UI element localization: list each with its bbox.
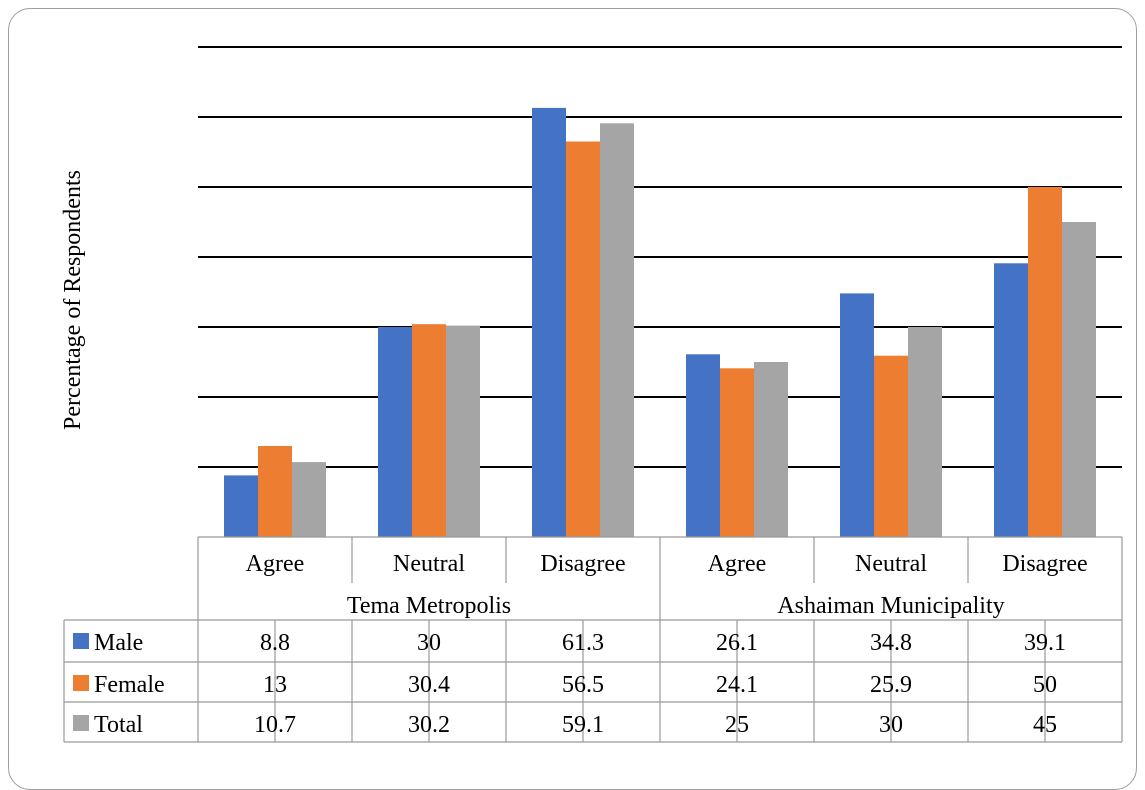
group-label: Tema Metropolis (347, 593, 511, 619)
category-label: Agree (246, 551, 305, 577)
legend-swatch-male (73, 633, 89, 649)
bar-female (720, 368, 754, 537)
table-value: 59.1 (562, 712, 604, 738)
category-label: Neutral (855, 551, 927, 577)
bar-male (378, 327, 412, 537)
bar-total (600, 123, 634, 538)
category-label: Disagree (540, 551, 625, 577)
group-label: Ashaiman Municipality (777, 593, 1004, 619)
bar-female (258, 446, 292, 537)
bars (224, 107, 1096, 538)
grouped-bar-chart: Percentage of Respondents Agree Neutral Di… (60, 46, 1123, 743)
data-table: Agree Neutral Disagree Agree Neutral Disagree… (63, 536, 1123, 743)
table-value: 30.4 (408, 672, 450, 698)
table-value: 34.8 (870, 630, 912, 656)
legend-label: Male (94, 630, 143, 656)
bar-male (686, 354, 720, 537)
table-value: 50 (1033, 672, 1057, 698)
bar-female (566, 141, 600, 537)
table-value: 39.1 (1024, 630, 1066, 656)
legend-swatch-total (73, 715, 89, 731)
table-value: 25 (725, 712, 749, 738)
bar-female (874, 355, 908, 537)
bar-female (1028, 187, 1062, 537)
bar-total (292, 462, 326, 537)
legend-label: Total (94, 712, 143, 738)
legend-label: Female (94, 672, 165, 698)
bar-male (224, 475, 258, 537)
y-axis-label: Percentage of Respondents (60, 170, 86, 430)
bar-total (446, 325, 480, 537)
table-value: 25.9 (870, 672, 912, 698)
gridlines (198, 46, 1122, 468)
table-value: 56.5 (562, 672, 604, 698)
bar-female (412, 324, 446, 537)
table-value: 10.7 (254, 712, 296, 738)
bar-male (532, 107, 566, 538)
category-label: Agree (708, 551, 767, 577)
table-value: 13 (263, 672, 287, 698)
category-label: Disagree (1002, 551, 1087, 577)
table-value: 26.1 (716, 630, 758, 656)
table-value: 8.8 (260, 630, 290, 656)
table-value: 30 (879, 712, 903, 738)
table-value: 30 (417, 630, 441, 656)
bar-total (1062, 222, 1096, 537)
table-value: 45 (1033, 712, 1057, 738)
legend-swatch-female (73, 675, 89, 691)
table-value: 30.2 (408, 712, 450, 738)
table-value: 61.3 (562, 630, 604, 656)
bar-total (754, 362, 788, 537)
table-value: 24.1 (716, 672, 758, 698)
bar-male (994, 263, 1028, 537)
bar-total (908, 327, 942, 537)
bar-male (840, 293, 874, 537)
category-label: Neutral (393, 551, 465, 577)
